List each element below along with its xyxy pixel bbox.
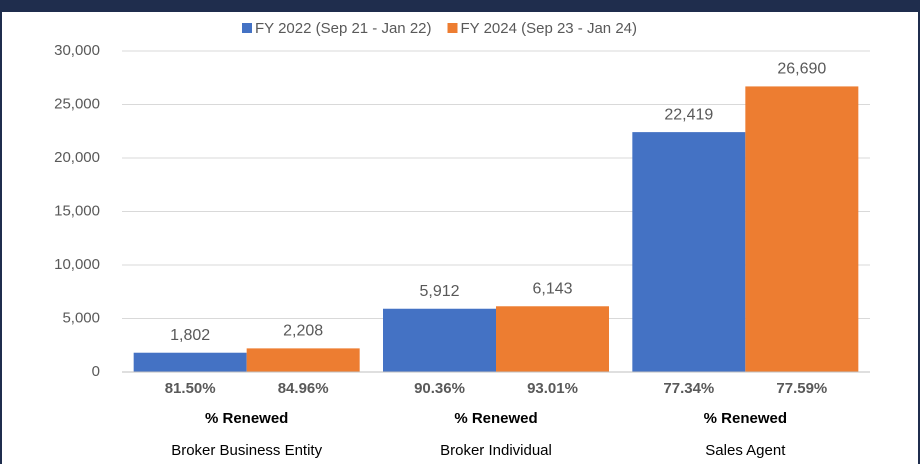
value-label: 22,419	[664, 106, 713, 123]
x-tick-label: Broker Business Entity	[171, 442, 322, 459]
bar	[745, 86, 859, 373]
y-tick-label: 5,000	[62, 309, 100, 326]
category-sublabel: % Renewed	[704, 410, 787, 427]
y-tick-label: 25,000	[54, 95, 100, 112]
legend-label: FY 2024 (Sep 23 - Jan 24)	[461, 20, 638, 37]
renewed-rate: 77.59%	[776, 380, 827, 397]
bar	[246, 348, 360, 372]
category-sublabel: % Renewed	[454, 410, 537, 427]
value-label: 1,802	[170, 327, 210, 344]
legend-swatch	[447, 23, 458, 33]
bar	[383, 308, 496, 372]
value-label: 26,690	[777, 61, 826, 78]
y-tick-label: 0	[92, 363, 100, 380]
legend-swatch	[242, 23, 252, 33]
y-tick-label: 15,000	[54, 202, 100, 219]
category-sublabel: % Renewed	[205, 410, 288, 427]
renewed-rate: 81.50%	[165, 380, 216, 397]
y-tick-label: 10,000	[54, 256, 100, 273]
renewed-rate: 77.34%	[663, 380, 714, 397]
renewed-rate: 93.01%	[527, 380, 578, 397]
value-label: 5,912	[419, 283, 459, 300]
y-tick-label: 30,000	[54, 42, 100, 59]
bar	[632, 132, 746, 372]
bar	[133, 352, 247, 372]
y-tick-label: 20,000	[54, 149, 100, 166]
renewed-rate: 90.36%	[414, 380, 465, 397]
bar	[496, 306, 609, 372]
renewed-rate: 84.96%	[278, 380, 329, 397]
legend-label: FY 2022 (Sep 21 - Jan 22)	[255, 20, 432, 37]
x-tick-label: Broker Individual	[440, 442, 552, 459]
value-label: 2,208	[283, 323, 323, 340]
value-label: 6,143	[532, 280, 572, 297]
x-tick-label: Sales Agent	[705, 442, 786, 459]
